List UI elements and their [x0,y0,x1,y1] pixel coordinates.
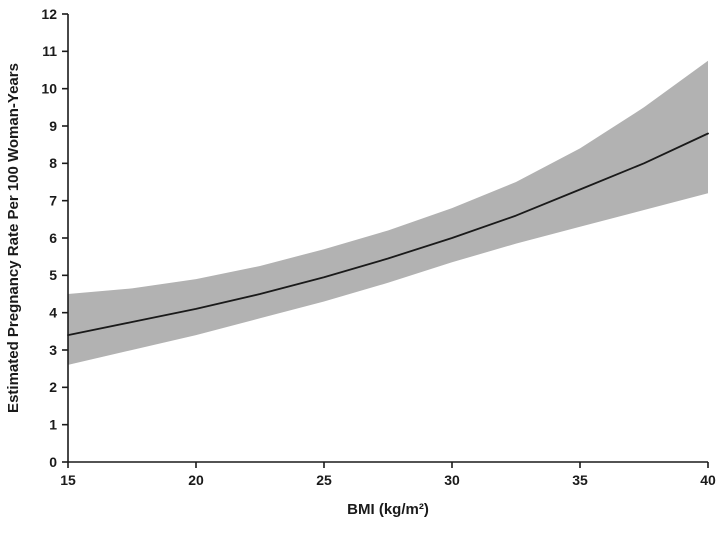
confidence-band [68,60,708,365]
y-tick-label: 11 [42,43,57,59]
y-tick-label: 4 [49,305,57,321]
estimate-line [67,132,709,336]
estimate-line-layer [67,132,709,336]
y-tick-label: 6 [49,230,57,246]
y-tick-label: 0 [49,454,57,470]
y-tick-label: 1 [49,417,57,433]
y-tick-label: 12 [41,6,57,22]
y-tick-label: 10 [41,81,57,97]
y-tick-label: 3 [49,342,57,358]
x-tick-label: 35 [572,472,588,488]
x-tick-label: 20 [188,472,204,488]
x-tick-label: 25 [316,472,332,488]
y-tick-label: 7 [49,193,57,209]
y-tick-label: 8 [49,155,57,171]
confidence-band-layer [68,60,708,365]
y-tick-label: 5 [49,267,57,283]
x-tick-label: 15 [60,472,76,488]
y-tick-label: 9 [49,118,57,134]
y-tick-label: 2 [49,379,57,395]
y-axis-label: Estimated Pregnancy Rate Per 100 Woman-Y… [5,63,22,413]
x-tick-label: 30 [444,472,460,488]
x-axis-label: BMI (kg/m²) [347,501,429,518]
x-tick-label: 40 [700,472,716,488]
